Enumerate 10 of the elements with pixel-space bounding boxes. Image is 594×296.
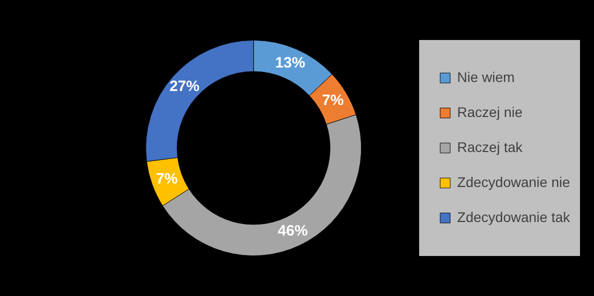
data-label: 46% (278, 222, 308, 240)
legend-label: Nie wiem (457, 68, 515, 85)
legend-label: Raczej nie (457, 104, 523, 120)
data-label: 7% (156, 170, 178, 188)
legend-label: Zdecydowanie tak (457, 208, 571, 225)
data-label: 13% (275, 54, 306, 72)
legend-label: Zdecydowanie nie (457, 174, 570, 190)
data-label: 27% (169, 78, 200, 96)
data-label: 7% (322, 92, 344, 110)
legend-label: Raczej tak (457, 138, 524, 155)
